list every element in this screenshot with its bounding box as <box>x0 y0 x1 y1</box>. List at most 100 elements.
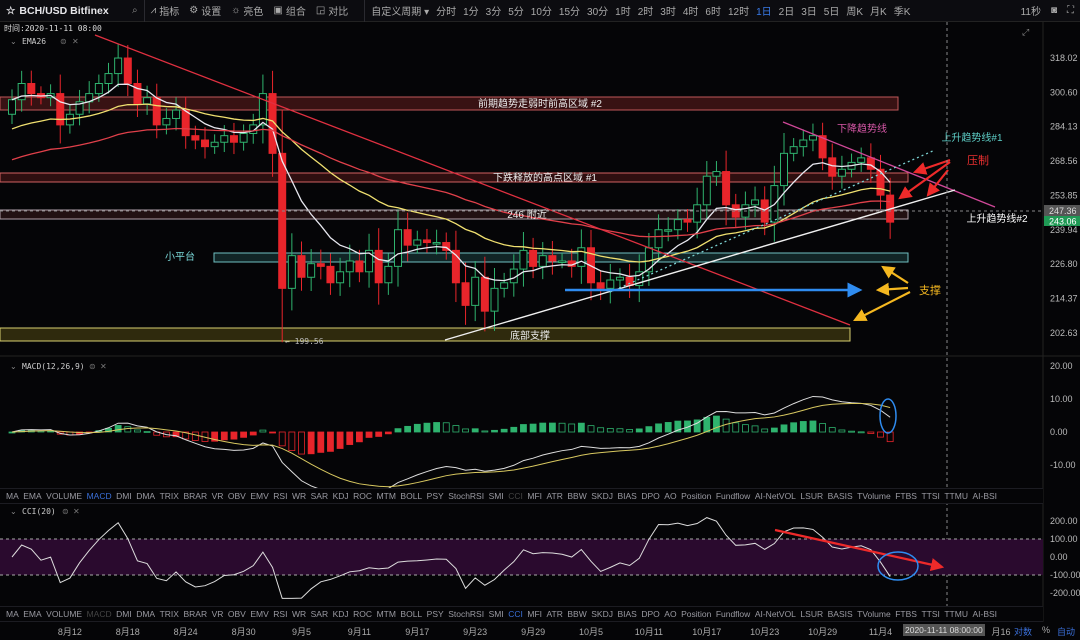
indicator-tab[interactable]: DMI <box>116 491 132 501</box>
candle-down[interactable] <box>56 93 65 126</box>
candle-up[interactable] <box>693 204 702 223</box>
period-tab[interactable]: 12时 <box>727 7 750 18</box>
indicator-tab[interactable]: AI-BSI <box>972 491 998 501</box>
candle-down[interactable] <box>818 135 827 159</box>
period-tab[interactable]: 4时 <box>682 7 699 18</box>
period-tab[interactable]: 季K <box>893 7 911 18</box>
candle-down[interactable] <box>181 109 190 137</box>
indicator-settings-icon[interactable]: ⊜ <box>62 507 69 516</box>
candle-down[interactable] <box>876 168 885 196</box>
indicator-tab[interactable]: EMV <box>250 609 269 619</box>
star-icon[interactable]: ☆ <box>6 4 16 17</box>
indicator-tab[interactable]: EMA <box>23 491 42 501</box>
indicator-tab[interactable]: TRIX <box>159 609 179 619</box>
period-tab[interactable]: 30分 <box>587 7 609 18</box>
indicator-tab[interactable]: KDJ <box>332 491 349 501</box>
indicator-tab[interactable]: SKDJ <box>591 491 613 501</box>
candle-down[interactable] <box>403 229 412 246</box>
close-icon[interactable]: ✕ <box>73 507 80 516</box>
candle-down[interactable] <box>596 282 605 289</box>
period-tab[interactable]: 3分 <box>485 7 502 18</box>
candle-up[interactable] <box>413 239 422 246</box>
candle-down[interactable] <box>480 276 489 312</box>
indicator-tab[interactable]: OBV <box>227 609 246 619</box>
downtrend-line-main[interactable] <box>94 34 851 326</box>
candle-down[interactable] <box>229 135 238 143</box>
candle-up[interactable] <box>307 263 316 278</box>
indicator-tab[interactable]: StochRSI <box>448 491 485 501</box>
zone-high-1[interactable] <box>0 172 909 183</box>
candle-up[interactable] <box>172 109 181 119</box>
candle-down[interactable] <box>27 82 36 95</box>
indicator-tab[interactable]: BOLL <box>400 609 423 619</box>
indicator-tab[interactable]: TTMU <box>944 609 968 619</box>
uptrend-line-1[interactable] <box>609 149 936 293</box>
indicator-tab[interactable]: BBW <box>567 609 587 619</box>
indicator-tab[interactable]: Position <box>681 491 712 501</box>
period-tab[interactable]: 月K <box>870 7 887 18</box>
indicator-tab[interactable]: FTBS <box>895 609 917 619</box>
zone-prior-high-2[interactable] <box>0 96 899 111</box>
indicator-tab[interactable]: BBW <box>567 491 587 501</box>
compare-button[interactable]: ◲ 对比 <box>316 3 348 18</box>
indicator-tab[interactable]: SMI <box>488 491 504 501</box>
indicator-tab[interactable]: MTM <box>376 609 396 619</box>
indicator-tab[interactable]: PSY <box>426 609 444 619</box>
candle-down[interactable] <box>326 265 335 284</box>
candle-up[interactable] <box>162 117 171 126</box>
candle-up[interactable] <box>210 141 219 148</box>
indicator-tab[interactable]: EMV <box>250 491 269 501</box>
candle-down[interactable] <box>191 135 200 141</box>
indicator-tab[interactable]: DMA <box>136 491 156 501</box>
indicator-settings-icon[interactable]: ⊜ <box>60 37 67 46</box>
candle-up[interactable] <box>220 135 229 143</box>
period-tab[interactable]: 3时 <box>660 7 676 18</box>
period-tab[interactable]: 2时 <box>637 7 654 18</box>
candle-up[interactable] <box>365 249 374 273</box>
percent-toggle[interactable]: % <box>1041 625 1051 635</box>
indicator-tab[interactable]: DPO <box>641 609 660 619</box>
candle-down[interactable] <box>548 255 557 262</box>
indicator-tab[interactable]: BRAR <box>183 609 208 619</box>
period-tab[interactable]: 6时 <box>705 7 721 18</box>
indicator-tab[interactable]: FTBS <box>895 491 917 501</box>
zone-246[interactable] <box>0 209 909 220</box>
candle-up[interactable] <box>249 124 258 134</box>
candle-up[interactable] <box>394 229 402 267</box>
candle-up[interactable] <box>664 229 673 232</box>
close-icon[interactable]: ✕ <box>72 37 79 46</box>
candle-down[interactable] <box>866 157 875 170</box>
log-scale-toggle[interactable]: 对数 <box>1013 627 1033 637</box>
indicator-tab[interactable]: Position <box>681 609 712 619</box>
period-tab[interactable]: 分时 <box>436 7 457 18</box>
price-axis[interactable]: 318.02 300.60 284.13 268.56 253.85 239.94 226.… <box>1050 53 1078 338</box>
indicator-tab[interactable]: MA <box>6 609 19 619</box>
settings-button[interactable]: ⚙ 设置 <box>189 3 221 18</box>
indicator-tab[interactable]: ATR <box>546 609 563 619</box>
indicator-tab[interactable]: LSUR <box>800 609 824 619</box>
candle-up[interactable] <box>799 139 808 148</box>
collapse-icon[interactable]: ⌄ <box>10 507 17 516</box>
light-theme-button[interactable]: ☼ 亮色 <box>231 3 263 18</box>
indicator-tab[interactable]: MFI <box>527 491 542 501</box>
custom-period-dropdown[interactable]: 自定义周期 ▾ <box>371 3 429 18</box>
candle-down[interactable] <box>133 82 142 105</box>
candle-up[interactable] <box>519 249 528 270</box>
candle-down[interactable] <box>316 263 325 267</box>
candle-down[interactable] <box>374 249 383 284</box>
candle-up[interactable] <box>471 276 480 306</box>
candle-down[interactable] <box>828 157 837 177</box>
indicator-tab[interactable]: SAR <box>310 609 329 619</box>
candle-up[interactable] <box>606 279 615 289</box>
indicator-tab[interactable]: SMI <box>488 609 504 619</box>
candle-down[interactable] <box>683 219 692 223</box>
indicator-tab[interactable]: MACD <box>86 609 112 619</box>
indicator-tab[interactable]: TTMU <box>944 491 968 501</box>
indicator-tab[interactable]: RSI <box>273 491 288 501</box>
indicator-tab[interactable]: AI-BSI <box>972 609 998 619</box>
period-tab[interactable]: 10分 <box>530 7 552 18</box>
candle-up[interactable] <box>17 82 26 101</box>
indicator-tab[interactable]: WR <box>291 609 307 619</box>
candle-up[interactable] <box>345 260 354 273</box>
candle-up[interactable] <box>780 152 788 187</box>
